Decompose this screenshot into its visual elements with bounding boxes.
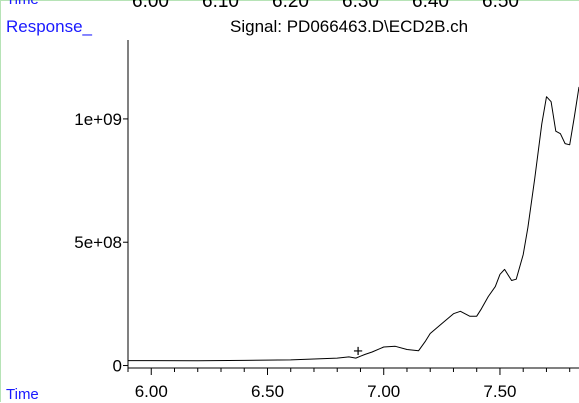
top-time-axis: Time 6.00 6.10 6.20 6.30 6.40 6.50 <box>0 0 579 13</box>
top-time-label: Time <box>6 0 39 8</box>
x-axis-label: Time <box>6 386 39 403</box>
top-tick-label: 6.00 <box>132 0 169 12</box>
top-tick-label: 6.40 <box>412 0 449 12</box>
y-tick-label: 1e+09 <box>74 110 122 129</box>
top-tick-label: 6.10 <box>202 0 239 12</box>
x-tick-label: 7.00 <box>367 382 400 401</box>
x-tick-label: 6.50 <box>251 382 284 401</box>
x-tick-label: 7.50 <box>483 382 516 401</box>
top-tick-label: 6.50 <box>482 0 519 12</box>
y-axis-label: Response_ <box>6 17 93 36</box>
x-tick-label: 6.00 <box>135 382 168 401</box>
top-tick-label: 6.30 <box>342 0 379 12</box>
y-tick-label: 0 <box>113 357 122 376</box>
y-tick-label: 5e+08 <box>74 233 122 252</box>
peak-marker: + <box>353 342 363 361</box>
series-line <box>128 86 579 362</box>
chart-title: Signal: PD066463.D\ECD2B.ch <box>230 17 469 36</box>
top-tick-label: 6.20 <box>272 0 309 12</box>
